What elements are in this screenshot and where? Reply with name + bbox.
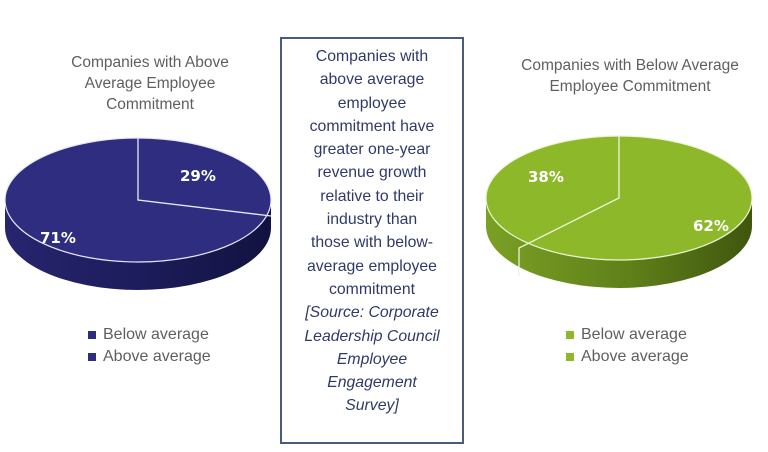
callout-line: greater one-year bbox=[313, 141, 431, 159]
legend-item: Below average bbox=[88, 324, 211, 346]
right-legend: Below average Above average bbox=[566, 324, 689, 368]
left-label-large: 71% bbox=[40, 229, 76, 247]
left-title-line: Companies with Above bbox=[71, 54, 229, 71]
left-title-line: Average Employee bbox=[84, 75, 216, 92]
callout-line: relative to their bbox=[320, 187, 424, 205]
legend-swatch-icon bbox=[566, 331, 574, 339]
callout-line: revenue growth bbox=[317, 164, 427, 182]
legend-label: Above average bbox=[581, 348, 689, 365]
left-title-line: Commitment bbox=[106, 96, 194, 113]
right-title-line: Employee Commitment bbox=[549, 78, 711, 95]
legend-swatch-icon bbox=[566, 353, 574, 361]
legend-swatch-icon bbox=[88, 353, 96, 361]
callout-line: employee bbox=[337, 94, 407, 112]
right-label-small: 38% bbox=[528, 168, 564, 186]
left-chart-title: Companies with Above Average Employee Co… bbox=[30, 52, 270, 115]
source-line: Leadership Council bbox=[304, 327, 440, 345]
callout-line: those with below- bbox=[310, 234, 434, 252]
right-title-line: Companies with Below Average bbox=[521, 57, 739, 74]
callout-line: commitment bbox=[328, 280, 416, 298]
source-line: Survey] bbox=[345, 397, 399, 415]
legend-item: Above average bbox=[566, 346, 689, 368]
legend-item: Below average bbox=[566, 324, 689, 346]
callout-line: above average bbox=[319, 71, 425, 89]
source-line: [Source: Corporate bbox=[305, 304, 439, 322]
left-slice-divider bbox=[137, 138, 272, 217]
legend-label: Below average bbox=[581, 326, 687, 343]
left-pie: 29% 71% bbox=[4, 137, 272, 290]
right-pie-side bbox=[486, 198, 752, 288]
right-pie: 38% 62% bbox=[485, 135, 753, 288]
legend-label: Above average bbox=[103, 348, 211, 365]
callout-box: Companies with above average employee co… bbox=[280, 37, 464, 444]
right-slice-divider bbox=[518, 136, 620, 276]
right-chart-title: Companies with Below Average Employee Co… bbox=[500, 55, 760, 97]
source-line: Employee bbox=[336, 350, 408, 368]
callout-line: commitment have bbox=[309, 117, 435, 135]
legend-item: Above average bbox=[88, 346, 211, 368]
legend-label: Below average bbox=[103, 326, 209, 343]
callout-line: average employee bbox=[307, 257, 437, 275]
legend-swatch-icon bbox=[88, 331, 96, 339]
left-legend: Below average Above average bbox=[88, 324, 211, 368]
left-label-small: 29% bbox=[180, 167, 216, 185]
left-pie-side bbox=[5, 200, 271, 290]
source-line: Engagement bbox=[327, 374, 417, 392]
callout-line: industry than bbox=[326, 211, 418, 229]
right-label-large: 62% bbox=[693, 217, 729, 235]
callout-line: Companies with bbox=[315, 48, 429, 65]
